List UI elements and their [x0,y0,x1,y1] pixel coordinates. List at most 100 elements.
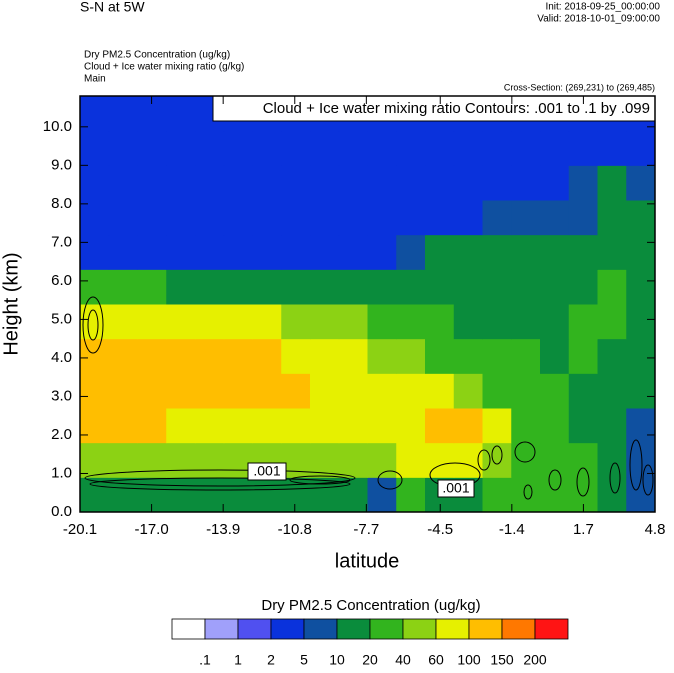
field-cell [511,304,541,340]
field-cell [396,200,426,236]
field-cell [80,269,110,305]
field-cell [453,130,483,166]
field-cell [626,269,656,305]
field-cell [223,304,253,340]
colorbar-title: Dry PM2.5 Concentration (ug/kg) [261,597,480,614]
field-cell [166,234,196,270]
field-cell [137,165,167,201]
field-cell [540,269,570,305]
field-cell [137,408,167,444]
field-cell [310,165,340,201]
field-cell [252,477,282,513]
field-cell [310,304,340,340]
field-cell [396,130,426,166]
field-cell [195,408,225,444]
field-cell [425,304,455,340]
field-cell [367,130,397,166]
valid-time: Valid: 2018-10-01_09:00:00 [537,14,660,25]
x-tick-label: -13.9 [206,521,240,538]
contour-line [514,441,536,463]
field-cell [281,373,311,409]
colorbar-box [303,618,338,640]
field-cell [425,338,455,374]
field-cell [281,269,311,305]
field-cell [425,234,455,270]
colorbar-box [237,618,272,640]
field-cell [80,477,110,513]
field-cell [108,269,138,305]
field-cell [482,442,512,478]
field-cell [597,200,627,236]
field-cell [396,234,426,270]
field-cell [195,165,225,201]
field-cell [453,408,483,444]
field-cell [281,338,311,374]
field-cell [568,269,598,305]
colorbar: .1 1 2 5 10 20 40 60 100 150 200 [171,618,569,668]
field-cell [597,130,627,166]
field-cell [80,373,110,409]
field-cell [568,338,598,374]
colorbar-box [534,618,569,640]
colorbar-box [336,618,371,640]
field-cell [568,130,598,166]
field-cell [597,408,627,444]
contour-line [576,467,590,497]
contours [82,296,654,500]
field-cell [223,477,253,513]
field-cell [195,269,225,305]
field-cell [396,442,426,478]
field-cell [310,234,340,270]
field-cell [281,234,311,270]
field-cell [597,338,627,374]
field-cell [396,477,426,513]
field-cell [166,477,196,513]
field-cell [482,408,512,444]
field-cell [482,304,512,340]
colorbar-box [501,618,536,640]
field-cell [597,373,627,409]
field-cell [396,338,426,374]
field-cell [540,373,570,409]
y-tick-label: 0.0 [51,503,72,520]
x-tick-label: -4.5 [427,521,453,538]
field-cell [597,269,627,305]
field-cell [223,408,253,444]
field-cell [80,442,110,478]
field-cell [568,304,598,340]
field-cell [223,130,253,166]
field-cell [252,200,282,236]
field-cell [252,130,282,166]
contour-line [609,462,621,494]
field-cell [540,200,570,236]
field-cell [425,442,455,478]
field-cell [281,200,311,236]
field-cell [540,130,570,166]
field-cell [108,373,138,409]
colorbar-box [468,618,503,640]
field-cell [453,165,483,201]
field-cell [338,130,368,166]
y-tick-label: 7.0 [51,233,72,250]
field-cell [367,477,397,513]
field-cell [568,408,598,444]
field-cell [195,130,225,166]
field-cell [453,269,483,305]
field-cell [108,338,138,374]
field-cell [108,234,138,270]
field-cell [367,269,397,305]
field-cell [597,442,627,478]
colorbar-label: 100 [457,652,481,668]
field-cell [453,338,483,374]
field-cell [166,130,196,166]
field-cell [626,234,656,270]
field-cell [108,304,138,340]
field-cell [166,442,196,478]
field-cell [568,165,598,201]
field-cell [367,304,397,340]
field-cell [396,373,426,409]
y-tick-label: 9.0 [51,156,72,173]
field-cell [482,269,512,305]
field-cell [367,165,397,201]
field-cell [626,200,656,236]
